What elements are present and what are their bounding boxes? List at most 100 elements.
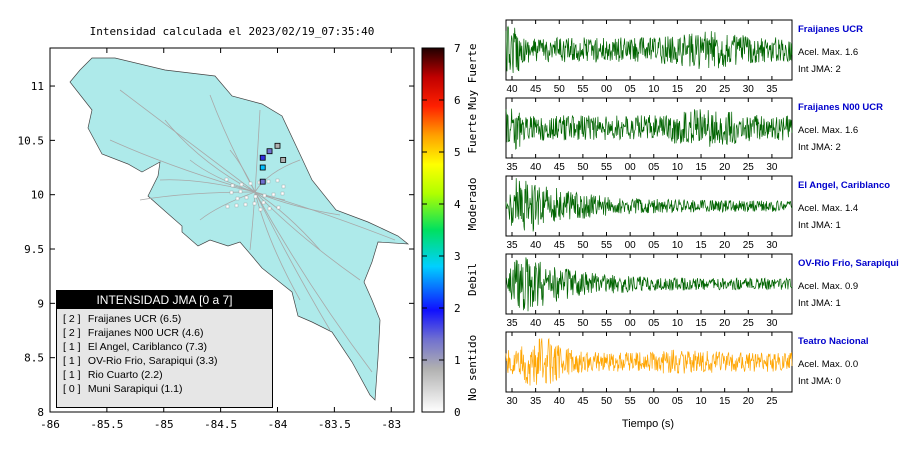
legend-level: [ 1 ] [63,341,81,353]
legend-station: Fraijanes N00 UCR (4.6) [87,327,204,339]
panel-x-tick-label: 55 [601,318,613,329]
panel-x-tick-label: 25 [743,240,755,251]
panel-x-tick-label: 05 [648,240,660,251]
legend-station: El Angel, Cariblanco (7.3) [87,341,207,353]
panel-frame [505,253,793,315]
panel-x-tick-label: 05 [672,396,684,407]
panel-x-tick-label: 10 [672,240,684,251]
panel-x-tick-label: 50 [577,318,589,329]
colorbar-tick-label: 6 [454,94,461,107]
legend-level: [ 0 ] [63,383,81,395]
road [109,139,256,193]
panel-x-tick-label: 10 [672,318,684,329]
colorbar-level-label: Moderado [466,178,479,231]
panel-station-name: El Angel, Cariblanco [798,180,891,191]
time-axis-label: Tiempo (s) [622,418,674,430]
panel-x-tick-label: 50 [554,84,566,95]
panel-x-tick-label: 00 [625,162,637,173]
waveform-trace [505,257,793,312]
panel-x-tick-label: 05 [648,162,660,173]
colorbar-tick-label: 1 [454,354,461,367]
panel-x-tick-label: 40 [554,396,566,407]
panel-x-tick-label: 40 [530,162,542,173]
panel-x-tick-label: 05 [625,84,637,95]
panel-x-tick-label: 35 [766,84,778,95]
station-marker [274,142,281,149]
legend-station: Muni Sarapiqui (1.1) [87,383,183,395]
town-dot [244,195,249,200]
station-marker [259,164,266,171]
waveform-trace [505,108,793,150]
legend-level: [ 2 ] [63,313,81,325]
waveform-trace [505,337,793,386]
panel-x-tick-label: 10 [695,396,707,407]
legend-station: OV-Rio Frio, Sarapiqui (3.3) [87,355,218,367]
station-marker [280,157,287,163]
panel-x-tick-label: 20 [719,318,731,329]
panel-x-tick-label: 15 [672,84,684,95]
panel-x-tick-label: 35 [506,162,518,173]
town-dot [275,178,280,183]
colorbar-ticks: 0 1 2 3 4 5 6 7 [422,42,461,419]
town-dot [252,201,257,206]
map-y-tick-label: 10.5 [18,134,45,147]
road [119,89,256,193]
panel-x-tick-label: 25 [719,84,731,95]
panel-station-name: OV-Rio Frio, Sarapiqui [798,258,899,269]
map-x-tick-label: -84.5 [204,418,237,431]
panel-x-tick-label: 10 [672,162,684,173]
town-dot [248,181,253,186]
panel-accel: Acel. Max. 0.0 [798,359,859,370]
colorbar-level-label: Muy Fuerte [466,43,479,109]
town-dot [243,202,248,207]
map-y-tick-label: 11 [31,80,44,93]
panel-station-name: Teatro Nacional [798,336,869,347]
panel-intensity: Int JMA: 1 [798,220,841,231]
colorbar-tick-label: 7 [454,42,461,55]
town-dot [239,182,244,187]
town-dot [235,196,240,201]
panel-x-tick-label: 00 [625,318,637,329]
colorbar-level-label: No sentido [466,335,479,401]
panel-info: El Angel, Cariblanco Acel. Max. 1.4 Int … [798,180,908,231]
town-dot [271,192,276,197]
panel-x-tick-label: 30 [766,240,778,251]
panel-x-tick-label: 45 [554,318,566,329]
town-dot [261,200,266,205]
colorbar-level-label: Debil [466,263,479,296]
panel-x-tick-label: 00 [648,396,660,407]
legend-item: [ 1 ] Rio Cuarto (2.2) [63,368,272,382]
panel-x-tick-label: 50 [577,162,589,173]
legend-header: INTENSIDAD JMA [0 a 7] [57,291,272,309]
panel-x-tick-label: 15 [695,240,707,251]
map-x-tick-label: -85 [154,418,174,431]
colorbar-tick-label: 4 [454,198,461,211]
panel-info: Fraijanes UCR Acel. Max. 1.6 Int JMA: 2 [798,24,908,75]
town-dot [266,179,271,184]
town-dot [230,183,235,188]
panel-x-tick-label: 40 [530,240,542,251]
legend-level: [ 1 ] [63,369,81,381]
panel-frame [505,97,793,159]
panel-accel: Acel. Max. 1.4 [798,203,859,214]
road [164,119,256,193]
road [254,191,331,331]
station-marker [259,154,266,161]
waveform-panels: 40 45 50 55 00 05 10 15 20 25 30 35 35 40 45 50 55 00 05 10… [505,19,793,407]
road [254,191,373,373]
legend-station: Rio Cuarto (2.2) [87,369,163,381]
panel-x-tick-label: 45 [554,162,566,173]
town-dot [280,191,285,196]
road [199,191,256,221]
panel-info: Teatro Nacional Acel. Max. 0.0 Int JMA: … [798,336,908,387]
map-x-tick-label: -86 [40,418,60,431]
panel-x-tick-label: 10 [648,84,660,95]
panel-x-tick-label: 20 [743,396,755,407]
town-dot [238,189,243,194]
map-x-tick-label: -83.5 [318,418,351,431]
colorbar-tick-label: 2 [454,302,461,315]
intensity-legend: INTENSIDAD JMA [0 a 7] [ 2 ] Fraijanes U… [56,290,273,408]
map-x-tick-label: -83 [381,418,401,431]
legend-item: [ 1 ] El Angel, Cariblanco (7.3) [63,340,272,354]
panel-x-tick-label: 25 [743,318,755,329]
